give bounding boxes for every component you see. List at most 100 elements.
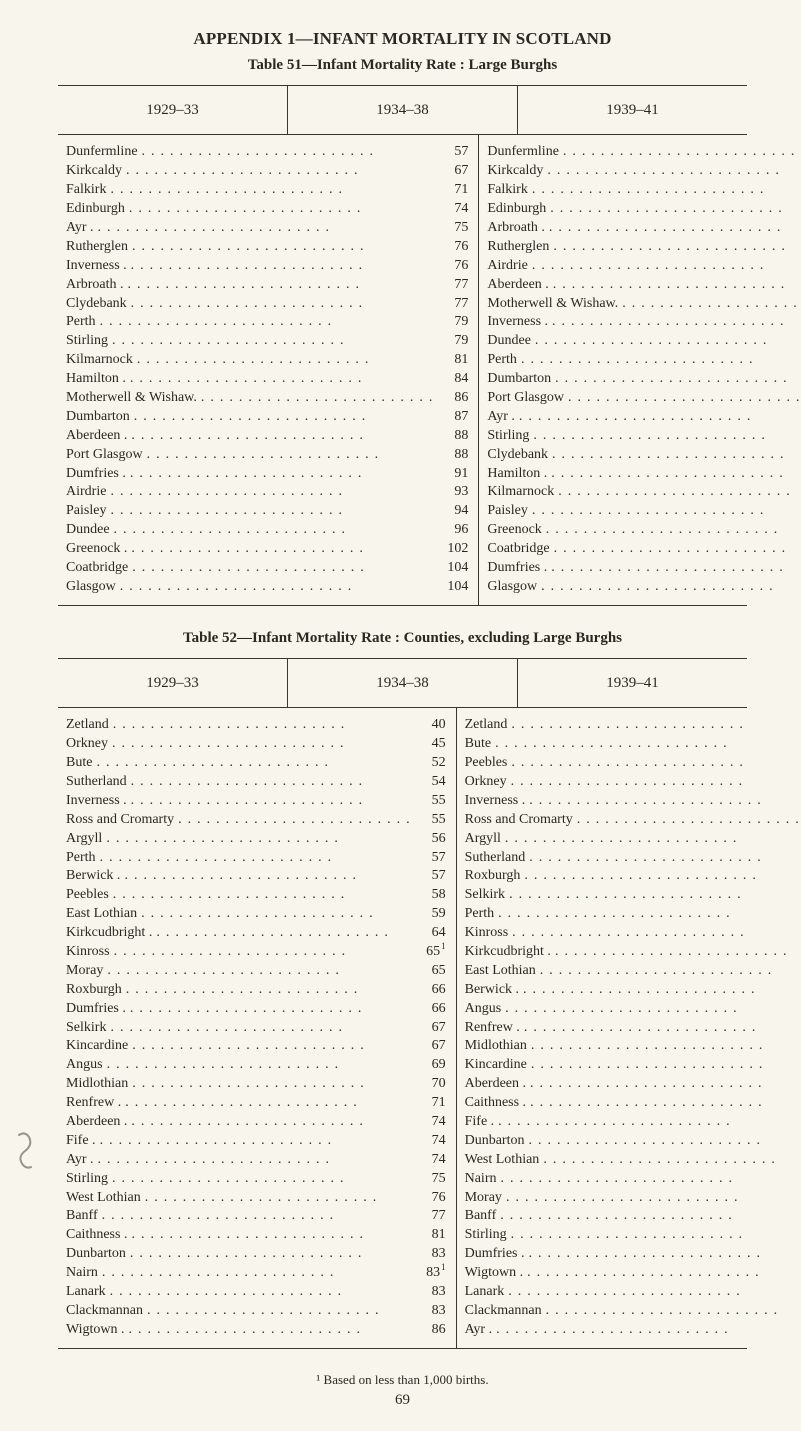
table52-col-0: Zetland40Orkney45Bute52Sutherland54Inver… [58,708,456,1347]
place-name: Argyll [465,830,501,849]
place-name: Inverness . [465,792,526,811]
table-row: Lanark74 [465,1283,801,1302]
leader-dots [94,1151,418,1170]
place-name: Ross and Cromarty [465,811,573,830]
place-name: Peebles [66,886,109,905]
place-name: Hamilton . [487,465,547,484]
table-row: Hamilton .84 [66,370,468,389]
leader-dots [546,200,801,219]
table-row: Stirling68 [465,1226,801,1245]
table-row: Ayr .75 [66,219,468,238]
rate-value: 77 [440,276,468,295]
place-name: Inverness . [66,257,127,276]
rate-value: 66 [418,1000,446,1019]
leader-dots [528,502,801,521]
leader-dots [496,1207,801,1226]
table-row: Greenock .102 [66,540,468,559]
place-name: Midlothian [66,1075,128,1094]
rate-value: 55 [418,811,446,830]
table-row: Ayr .74 [66,1151,446,1170]
table-row: Perth55 [465,905,801,924]
leader-dots [127,1226,417,1245]
leader-dots [94,219,441,238]
appendix-title: APPENDIX 1—INFANT MORTALITY IN SCOTLAND [58,28,747,51]
place-name: Stirling [487,427,529,446]
place-name: Roxburgh [465,867,521,886]
place-name: Sutherland [465,849,526,868]
rate-value: 75 [440,219,468,238]
leader-dots [128,238,440,257]
place-name: Perth [66,313,96,332]
leader-dots [92,754,417,773]
leader-dots [125,200,441,219]
table-row: Aberdeen .74 [66,1113,446,1132]
table-row: East Lothian59 [66,905,446,924]
rate-value: 57 [440,143,468,162]
place-name: Selkirk [465,886,505,905]
place-name: Aberdeen . [487,276,548,295]
leader-dots [127,295,441,314]
leader-dots [543,162,801,181]
table-row: Peebles58 [66,886,446,905]
leader-dots [130,408,441,427]
rate-value: 831 [418,1264,446,1283]
table-row: Kirkcudbright .57 [465,943,801,962]
leader-dots [116,578,441,597]
leader-dots [547,465,801,484]
leader-dots [108,735,418,754]
place-name: Wigtown . [465,1264,524,1283]
rate-value: 83 [418,1245,446,1264]
leader-dots [548,313,801,332]
table-row: Dumfries .96 [487,559,801,578]
place-name: Moray [465,1189,502,1208]
leader-dots [197,389,441,408]
place-name: Berwick . [66,867,120,886]
rate-value: 52 [418,754,446,773]
table-row: Rutherglen76 [66,238,468,257]
table-row: Ayr .77 [465,1321,801,1340]
table-row: Selkirk67 [66,1019,446,1038]
leader-dots [127,257,441,276]
table-row: Stirling75 [66,1170,446,1189]
leader-dots [529,427,801,446]
place-name: Greenock [487,521,541,540]
place-name: Dumbarton [66,408,130,427]
table-row: Perth79 [66,313,468,332]
rate-value: 83 [418,1302,446,1321]
table-row: Motherwell & Wishaw.86 [66,389,468,408]
leader-dots [106,483,440,502]
leader-dots [525,849,801,868]
rate-value: 40 [418,716,446,735]
table52-period-2: 1939–41 [517,659,747,707]
leader-dots [551,943,801,962]
place-name: Dunfermline [487,143,559,162]
table-row: Paisley89 [487,502,801,521]
table-row: Nairn661 [465,1170,801,1189]
place-name: Ross and Cromarty [66,811,174,830]
table-row: Coatbridge91 [487,540,801,559]
table-row: Clackmannan74 [465,1302,801,1321]
leader-dots [121,1094,417,1113]
place-name: Airdrie [487,257,527,276]
table-row: Clydebank77 [66,295,468,314]
leader-dots [103,1056,418,1075]
rate-value: 77 [418,1207,446,1226]
table-row: Midlothian70 [66,1075,446,1094]
leader-dots [536,962,801,981]
place-name: Selkirk [66,1019,106,1038]
table-row: Dumfries .69 [465,1245,801,1264]
leader-dots [133,351,441,370]
place-name: Airdrie [66,483,106,502]
place-name: Arbroath . [66,276,124,295]
table-row: Ross and Cromarty49 [465,811,801,830]
leader-dots [109,886,418,905]
table-row: Wigtown .86 [66,1321,446,1340]
table-row: Kinross651 [66,943,446,962]
table-row: Rutherglen75 [487,238,801,257]
place-name: Dunfermline [66,143,138,162]
place-name: Falkirk [487,181,527,200]
leader-dots [502,1189,801,1208]
table52-period-1: 1934–38 [287,659,517,707]
place-name: Inverness . [66,792,127,811]
place-name: Hamilton . [66,370,126,389]
